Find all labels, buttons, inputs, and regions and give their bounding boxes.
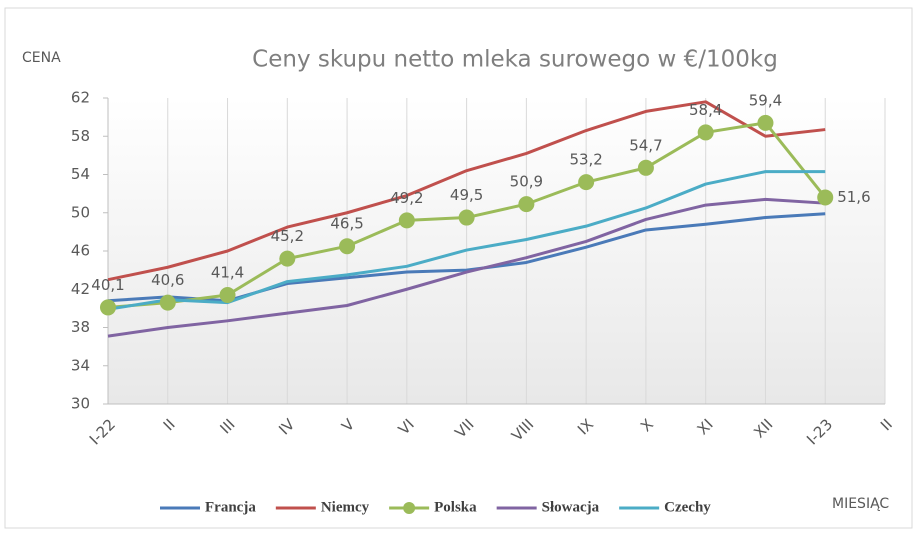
y-tick-label: 30 — [71, 395, 90, 413]
data-label: 53,2 — [569, 151, 602, 169]
marker — [159, 294, 176, 311]
data-label: 50,9 — [510, 173, 543, 191]
marker — [578, 174, 595, 191]
data-label: 41,4 — [211, 263, 244, 281]
marker — [219, 286, 236, 303]
marker — [518, 196, 535, 213]
legend-label: Słowacja — [542, 499, 600, 515]
plot-area — [108, 98, 885, 404]
data-label: 49,2 — [390, 189, 423, 207]
data-label: 49,5 — [450, 186, 483, 204]
y-tick-label: 62 — [71, 89, 90, 107]
y-tick-label: 54 — [71, 165, 90, 183]
y-tick-label: 42 — [71, 280, 90, 298]
marker — [757, 114, 774, 131]
legend-label: Czechy — [664, 499, 711, 515]
marker — [339, 238, 356, 255]
marker — [279, 250, 296, 267]
marker — [697, 124, 714, 141]
data-label: 40,1 — [91, 276, 124, 294]
legend-label: Polska — [434, 499, 477, 515]
data-label: 40,6 — [151, 271, 184, 289]
data-label: 58,4 — [689, 101, 722, 119]
y-tick-label: 50 — [71, 203, 90, 221]
chart-title: Ceny skupu netto mleka surowego w €/100k… — [252, 47, 778, 73]
y-tick-label: 58 — [71, 127, 90, 145]
y-axis-label: CENA — [22, 50, 61, 66]
marker — [458, 209, 475, 226]
legend-label: Niemcy — [321, 499, 370, 515]
marker — [637, 159, 654, 176]
y-tick-label: 46 — [71, 242, 90, 260]
legend-label: Francja — [205, 499, 256, 515]
y-tick-label: 34 — [71, 356, 90, 374]
data-label: 51,6 — [837, 188, 870, 206]
marker — [817, 189, 834, 206]
marker — [100, 299, 116, 316]
x-axis-label: MIESIĄC — [832, 496, 889, 512]
data-label: 54,7 — [629, 136, 662, 154]
legend-marker — [403, 502, 416, 514]
data-label: 59,4 — [749, 91, 782, 109]
data-label: 45,2 — [271, 227, 304, 245]
series-line — [107, 100, 826, 282]
series-line — [107, 197, 826, 338]
marker — [398, 212, 415, 229]
y-tick-label: 38 — [71, 318, 90, 336]
data-label: 46,5 — [330, 215, 363, 233]
